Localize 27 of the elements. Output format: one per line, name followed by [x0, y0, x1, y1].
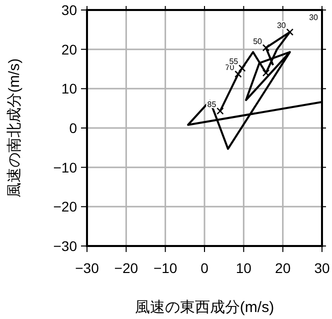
- x-tick-label: 10: [236, 260, 252, 276]
- annotation: 30: [309, 13, 319, 22]
- annotation: 55: [229, 57, 239, 66]
- point: [262, 69, 270, 77]
- y-tick-label: 20: [61, 41, 78, 58]
- y-tick-label: −20: [53, 198, 78, 215]
- y-axis-title: 風速の南北成分(m/s): [6, 58, 23, 198]
- x-axis-title: 風速の東西成分(m/s): [134, 299, 274, 316]
- annotation: 85: [207, 100, 217, 110]
- annotation: 50: [253, 36, 263, 46]
- point: [216, 107, 224, 115]
- y-tick-label: −30: [53, 238, 78, 254]
- point: [238, 64, 246, 72]
- x-tick-label: −20: [114, 260, 138, 276]
- point: [286, 28, 294, 36]
- x-tick-label: −10: [153, 260, 178, 276]
- x-tick-label: −30: [75, 260, 100, 276]
- point: [234, 70, 242, 78]
- y-tick-label: 0: [69, 120, 78, 136]
- y-tick-label: 30: [61, 2, 78, 18]
- point: [262, 44, 270, 52]
- x-tick-label: 0: [200, 260, 209, 276]
- y-tick-label: 10: [61, 80, 78, 97]
- annotation: 30: [276, 21, 286, 30]
- y-tick-label: −10: [53, 159, 78, 176]
- x-tick-label: 30: [314, 260, 330, 276]
- x-tick-label: 20: [275, 260, 291, 276]
